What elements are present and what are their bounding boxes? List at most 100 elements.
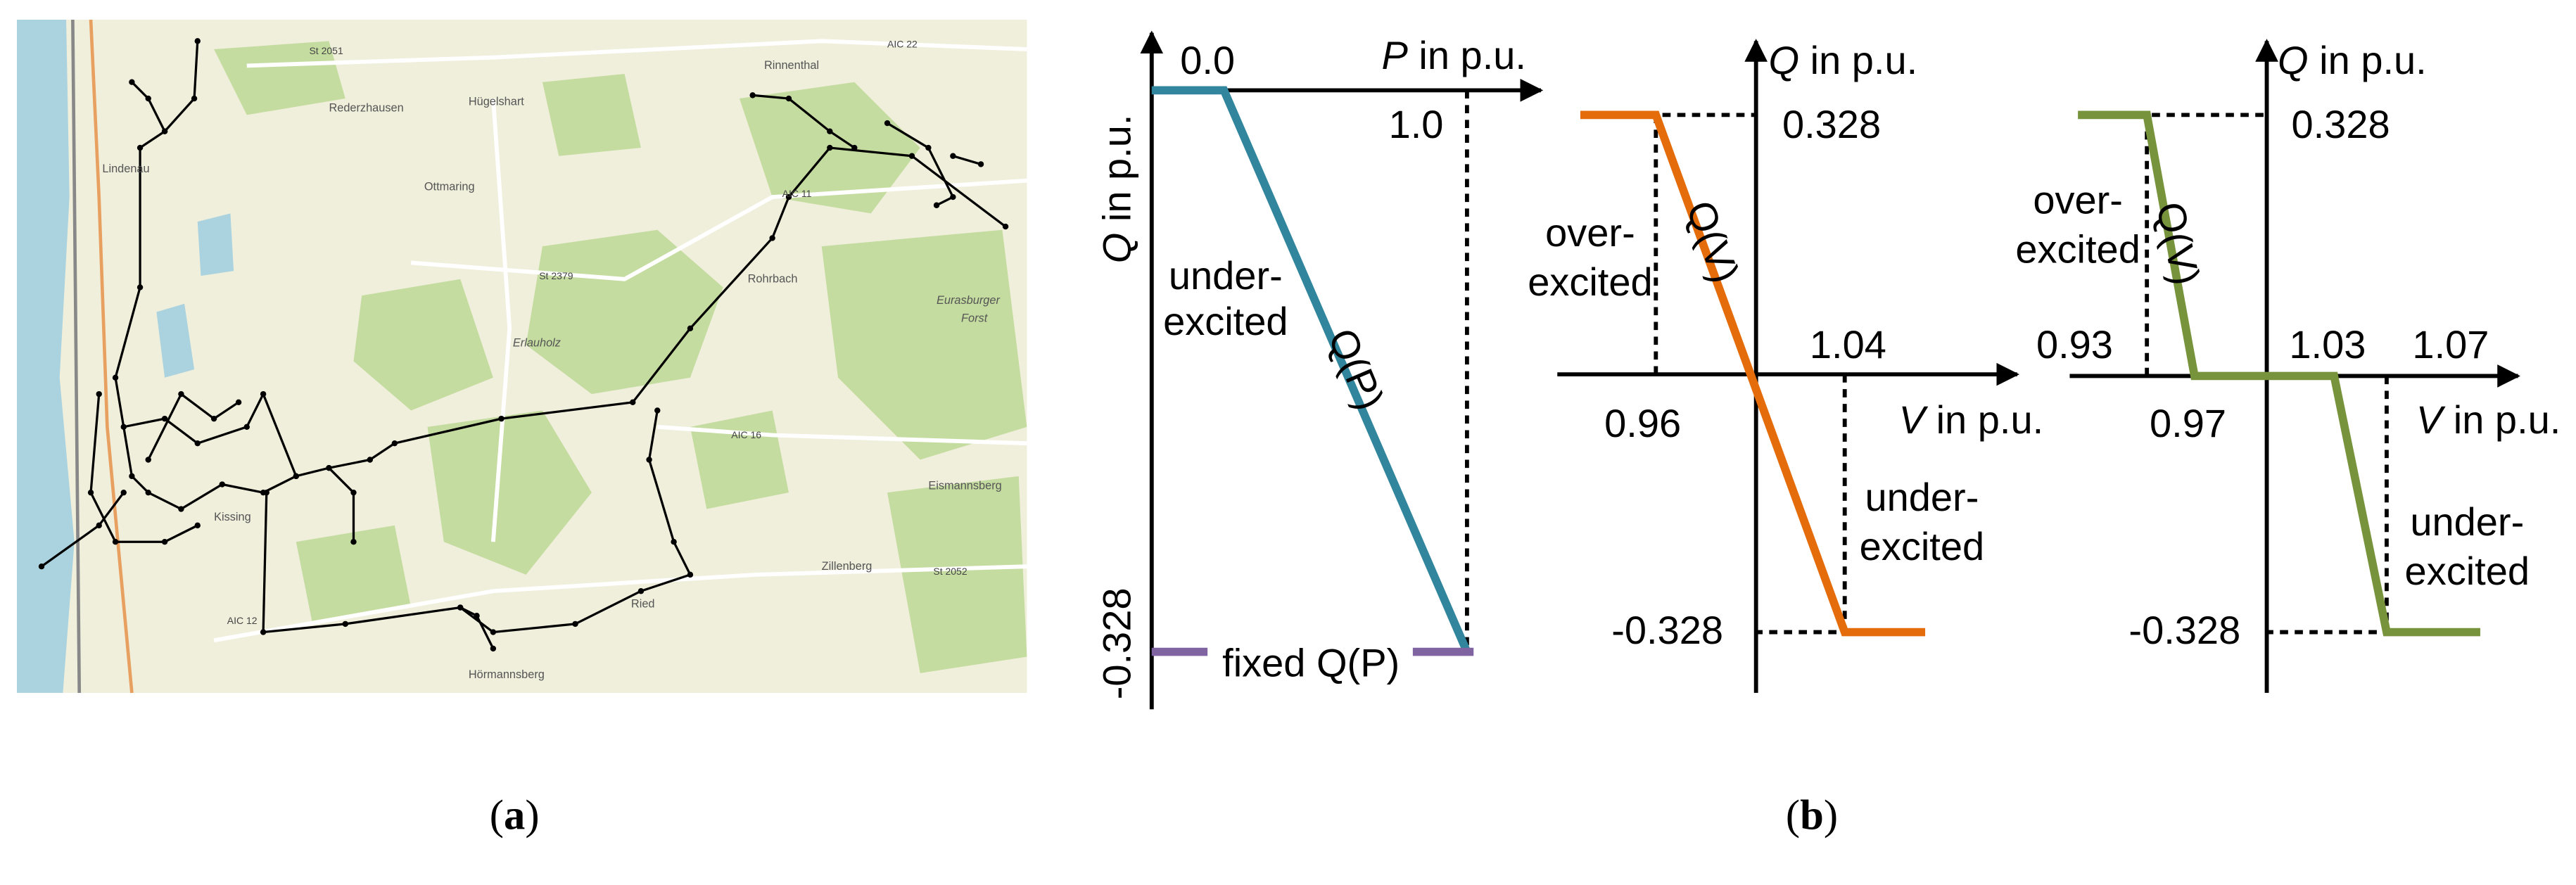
qv1-diagram: Q in p.u. 0.328 over- excited Q(V) 1.04 … xyxy=(1528,38,2043,693)
network-node xyxy=(120,489,127,496)
network-node xyxy=(137,284,144,291)
v3-label: 1.03 xyxy=(2289,322,2366,367)
curve-label: Q(V) xyxy=(1678,195,1749,288)
network-node xyxy=(219,481,225,488)
network-node xyxy=(260,629,267,635)
map-label: Zillenberg xyxy=(822,560,873,573)
q-min-label: -0.328 xyxy=(1094,588,1138,700)
network-node xyxy=(178,506,184,512)
network-node xyxy=(950,193,956,200)
network-node xyxy=(194,38,201,44)
network-node xyxy=(194,522,201,529)
qp-curve xyxy=(1151,86,1471,654)
map-label: Rederzhausen xyxy=(329,102,403,115)
map-label: Kissing xyxy=(214,511,251,523)
curve-label: Q(P) xyxy=(1320,322,1393,416)
guide-line xyxy=(2266,376,2389,635)
railway xyxy=(71,19,82,693)
v-high-label: 1.04 xyxy=(1810,322,1886,367)
map-label: Eismannsberg xyxy=(928,480,1001,492)
region-label: over- xyxy=(2033,177,2123,222)
network-line xyxy=(887,122,955,207)
network-node xyxy=(191,95,198,102)
qv-curve xyxy=(1580,110,1926,637)
network-node xyxy=(637,588,645,594)
network-node xyxy=(129,79,135,85)
region-label: under- xyxy=(2410,499,2524,544)
network-node xyxy=(950,153,956,159)
network-node xyxy=(490,629,497,635)
map-labels: St 2051 Rederzhausen Hügelshart AIC 22 R… xyxy=(102,39,1001,681)
x-axis-title: V in p.u. xyxy=(2416,397,2561,442)
forest xyxy=(214,41,1027,673)
qp-diagram: 0.0 P in p.u. 1.0 Q in p.u. -0.328 under… xyxy=(1094,30,1544,710)
network-node xyxy=(687,325,694,331)
network-node xyxy=(129,473,135,480)
p-max-label: 1.0 xyxy=(1389,102,1444,146)
map-label: Ottmaring xyxy=(424,181,475,193)
network-node xyxy=(785,95,792,102)
network-node xyxy=(572,620,578,628)
map-label: Rinnenthal xyxy=(764,59,819,72)
network-node xyxy=(933,202,940,208)
region-label: under- xyxy=(1169,253,1283,298)
v2-label: 0.97 xyxy=(2150,401,2226,445)
map-label: Erlauholz xyxy=(513,336,561,349)
network-node xyxy=(749,92,756,98)
map-label: Hügelshart xyxy=(469,95,524,108)
y-axis-title: Q in p.u. xyxy=(1094,115,1138,264)
network xyxy=(38,38,1009,652)
network-node xyxy=(178,390,184,397)
y-axis-title: Q in p.u. xyxy=(2278,38,2427,82)
network-node xyxy=(490,645,497,652)
network-node xyxy=(293,473,299,480)
qv-curve xyxy=(2078,110,2480,637)
roads xyxy=(213,39,1027,643)
network-node xyxy=(687,571,694,578)
network-node xyxy=(1002,223,1009,230)
network-node xyxy=(210,415,217,422)
origin-label: 0.0 xyxy=(1180,38,1235,82)
q-min-label: -0.328 xyxy=(2128,608,2240,652)
x-axis-title: P in p.u. xyxy=(1381,33,1525,77)
network-node xyxy=(769,235,775,241)
network-node xyxy=(827,128,833,134)
map-label: Hörmannsberg xyxy=(469,668,545,681)
network-node xyxy=(925,144,932,151)
map-label: AIC 22 xyxy=(887,39,918,50)
map-label: St 2051 xyxy=(309,45,343,56)
network-node xyxy=(161,539,168,545)
map-label: St 2052 xyxy=(933,566,967,577)
x-axis-title: V in p.u. xyxy=(1899,397,2043,442)
roads xyxy=(89,19,134,694)
network-node xyxy=(884,120,891,127)
map-label: Rohrbach xyxy=(748,272,798,285)
network-line xyxy=(952,155,982,165)
water xyxy=(17,20,234,693)
caption-a: (a) xyxy=(490,792,540,839)
region-label: excited xyxy=(1860,524,1984,568)
network-node xyxy=(161,128,168,134)
guide-line xyxy=(2145,113,2267,376)
network-line xyxy=(147,392,240,461)
map-label: Eurasburger xyxy=(937,294,1000,307)
q-max-label: 0.328 xyxy=(2291,102,2390,146)
network-node xyxy=(112,539,119,545)
map-label: Forst xyxy=(961,312,989,324)
network-node xyxy=(87,489,94,496)
network-node xyxy=(630,399,636,406)
v-low-label: 0.96 xyxy=(1604,401,1681,445)
map-label: AIC 11 xyxy=(782,188,812,199)
map-label: Ried xyxy=(631,598,655,611)
network-line xyxy=(123,391,298,477)
region-label: excited xyxy=(1528,260,1652,304)
network-node xyxy=(145,489,151,496)
network-node xyxy=(654,407,661,414)
network-node xyxy=(326,464,332,471)
network-node xyxy=(457,604,464,611)
region-label: excited xyxy=(2405,549,2530,593)
network-node xyxy=(827,144,833,151)
qv2-diagram: Q in p.u. 0.328 over- excited Q(V) 0.93 … xyxy=(2015,38,2561,693)
